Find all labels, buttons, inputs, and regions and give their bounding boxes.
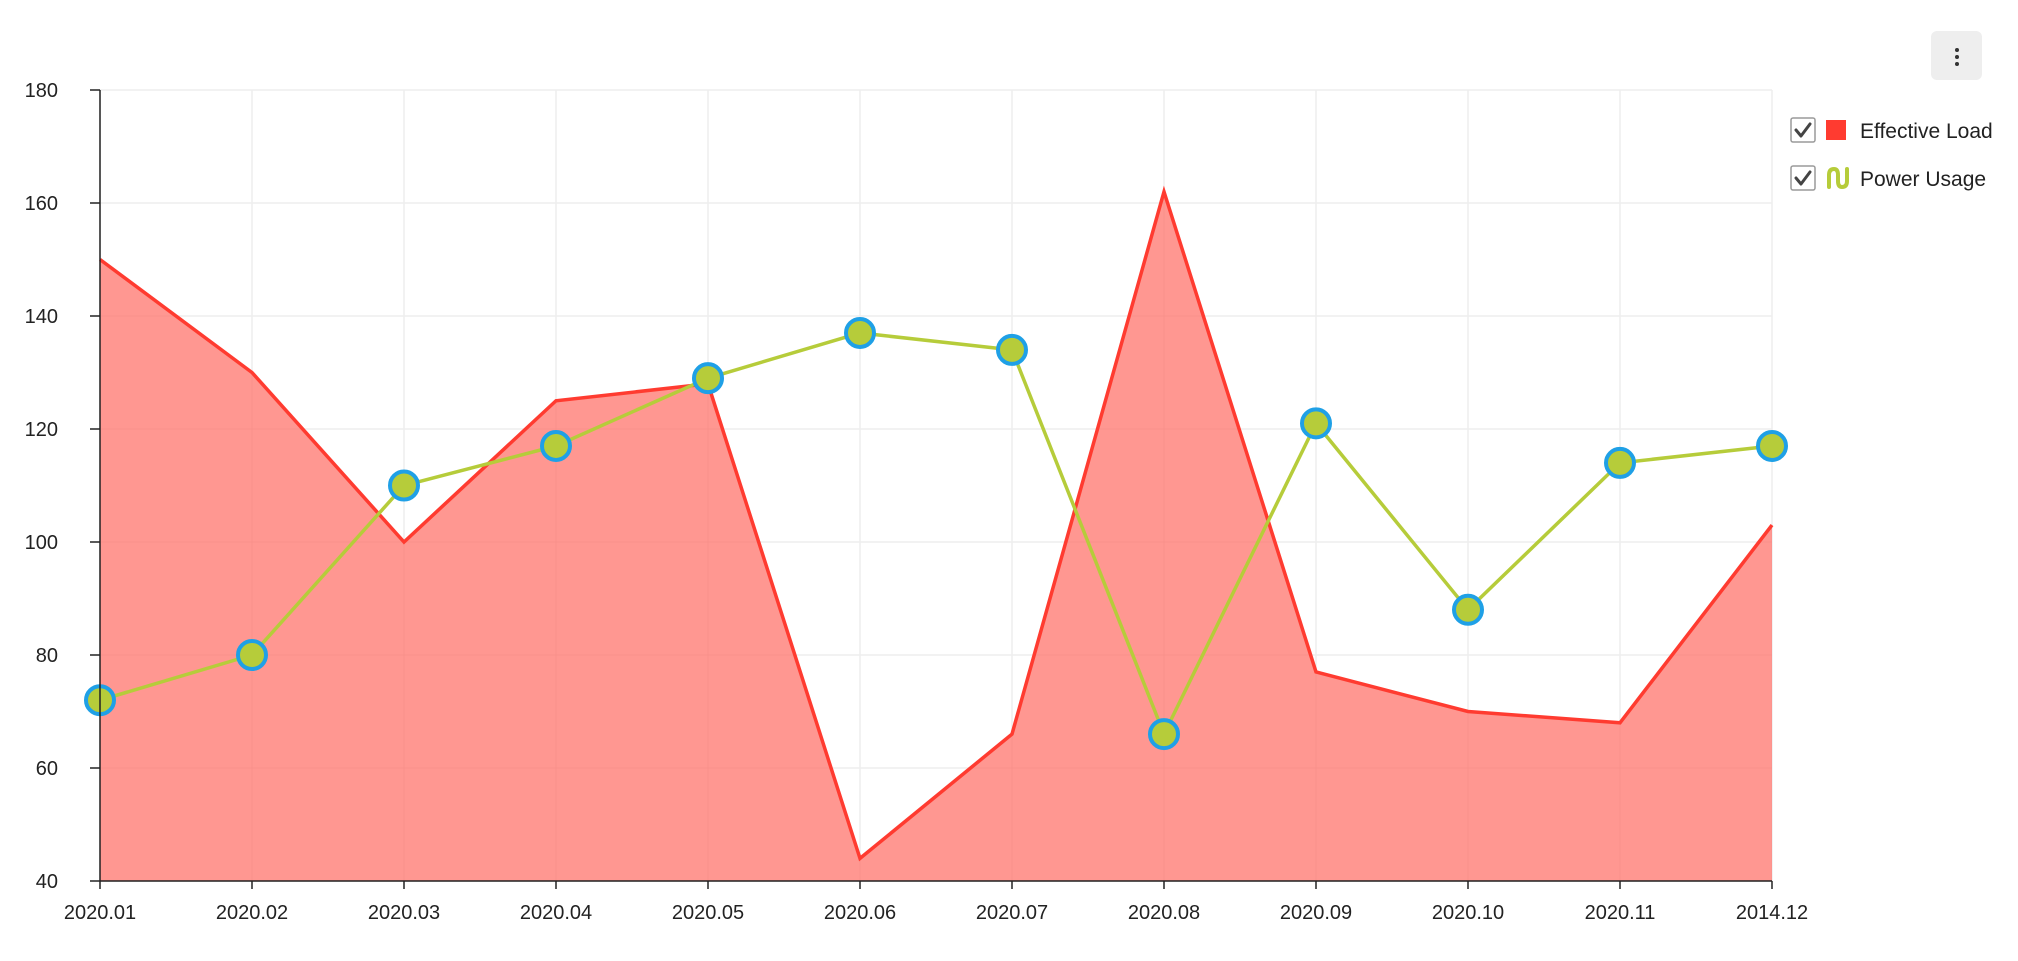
legend: Effective Load Power Usage [1790, 117, 1993, 191]
chart-menu-button[interactable] [1931, 31, 1982, 80]
line-series-icon [1827, 166, 1849, 190]
power-usage-point [388, 469, 420, 502]
power-usage-point [1604, 446, 1636, 479]
x-tick-label: 2020.08 [1128, 902, 1200, 924]
axis-layer: 40 60 80 100 120 140 160 180 2020.01 2020.02 2020.… [25, 80, 1809, 924]
power-usage-point [540, 429, 572, 462]
y-tick-label: 60 [36, 758, 58, 780]
y-tick-label: 180 [25, 80, 58, 102]
power-usage-point [236, 639, 268, 671]
x-tick-label: 2020.04 [520, 902, 592, 924]
x-tick-label: 2014.12 [1736, 902, 1808, 924]
more-vertical-icon [1955, 62, 1959, 66]
legend-item-power-usage[interactable]: Power Usage [1790, 165, 1986, 191]
x-tick-label: 2020.07 [976, 902, 1048, 924]
x-tick-label: 2020.02 [216, 902, 288, 924]
y-tick-label: 120 [25, 419, 58, 441]
power-usage-point [1300, 407, 1332, 440]
square-icon [1826, 120, 1846, 140]
x-tick-label: 2020.09 [1280, 902, 1352, 924]
x-tick-label: 2020.06 [824, 902, 896, 924]
more-vertical-icon [1955, 55, 1959, 59]
check-icon [1794, 122, 1812, 138]
more-vertical-icon [1955, 48, 1959, 52]
power-usage-point [692, 362, 724, 395]
check-icon [1794, 170, 1812, 186]
power-usage-point [844, 316, 876, 349]
y-tick-label: 80 [36, 645, 58, 667]
power-usage-point [1756, 429, 1788, 462]
legend-label: Power Usage [1860, 168, 1986, 191]
x-tick-label: 2020.01 [64, 902, 136, 924]
y-tick-label: 100 [25, 532, 58, 554]
legend-item-effective-load[interactable]: Effective Load [1790, 117, 1993, 143]
y-tick-label: 160 [25, 193, 58, 215]
y-tick-label: 140 [25, 306, 58, 328]
power-usage-point [1452, 593, 1484, 626]
x-tick-label: 2020.10 [1432, 902, 1504, 924]
x-tick-label: 2020.05 [672, 902, 744, 924]
x-tick-label: 2020.11 [1585, 902, 1656, 924]
power-usage-point [1148, 718, 1180, 751]
effective-load-area [100, 191, 1772, 881]
power-usage-point [996, 333, 1028, 366]
effective-load-area-layer [98, 185, 1774, 881]
power-usage-line [99, 331, 1773, 739]
legend-label: Effective Load [1860, 120, 1993, 143]
power-usage-line-layer [84, 316, 1788, 751]
y-tick-label: 40 [36, 871, 58, 893]
x-tick-label: 2020.03 [368, 902, 440, 924]
